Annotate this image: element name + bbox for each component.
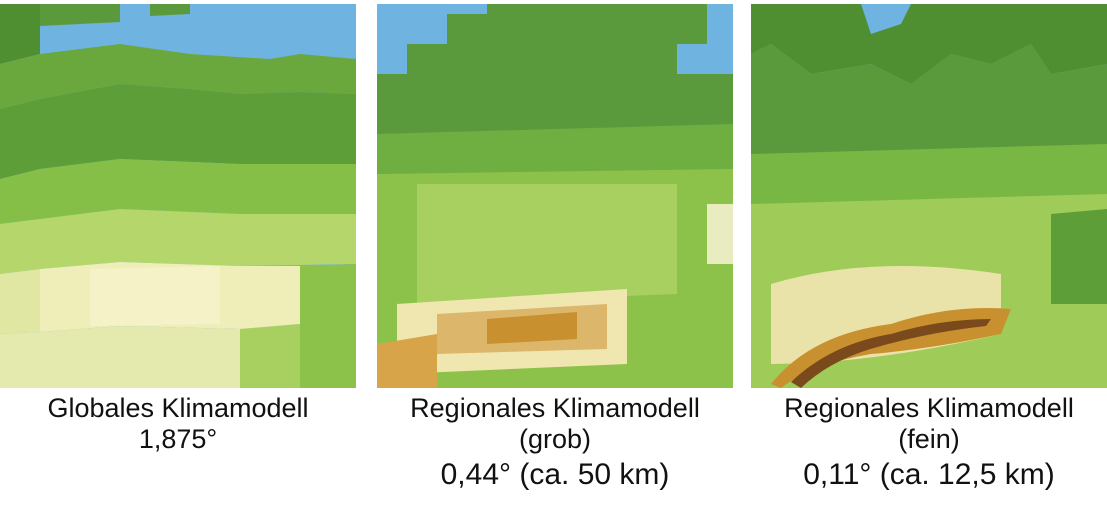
regional-coarse-panel: Regionales Klimamodell (grob) 0,44° (ca.… [377,4,733,495]
caption-title: Regionales Klimamodell [784,393,1074,423]
caption-resolution: 1,875° [138,424,218,454]
caption-resolution: 0,44° (ca. 50 km) [440,458,670,491]
regional-coarse-caption: Regionales Klimamodell (grob) 0,44° (ca.… [377,393,733,495]
regional-fine-map [751,4,1107,388]
global-model-panel: Globales Klimamodell 1,875° [0,4,356,455]
regional-fine-panel: Regionales Klimamodell (fein) 0,11° (ca.… [751,4,1107,495]
caption-resolution: 0,11° (ca. 12,5 km) [803,458,1055,491]
caption-subtitle: (grob) [518,424,592,454]
global-model-map [0,4,356,388]
regional-coarse-map [377,4,733,388]
regional-fine-caption: Regionales Klimamodell (fein) 0,11° (ca.… [751,393,1107,495]
caption-title: Regionales Klimamodell [410,393,700,423]
caption-title: Globales Klimamodell [47,393,309,423]
global-model-caption: Globales Klimamodell 1,875° [0,393,356,455]
caption-subtitle: (fein) [898,424,960,454]
